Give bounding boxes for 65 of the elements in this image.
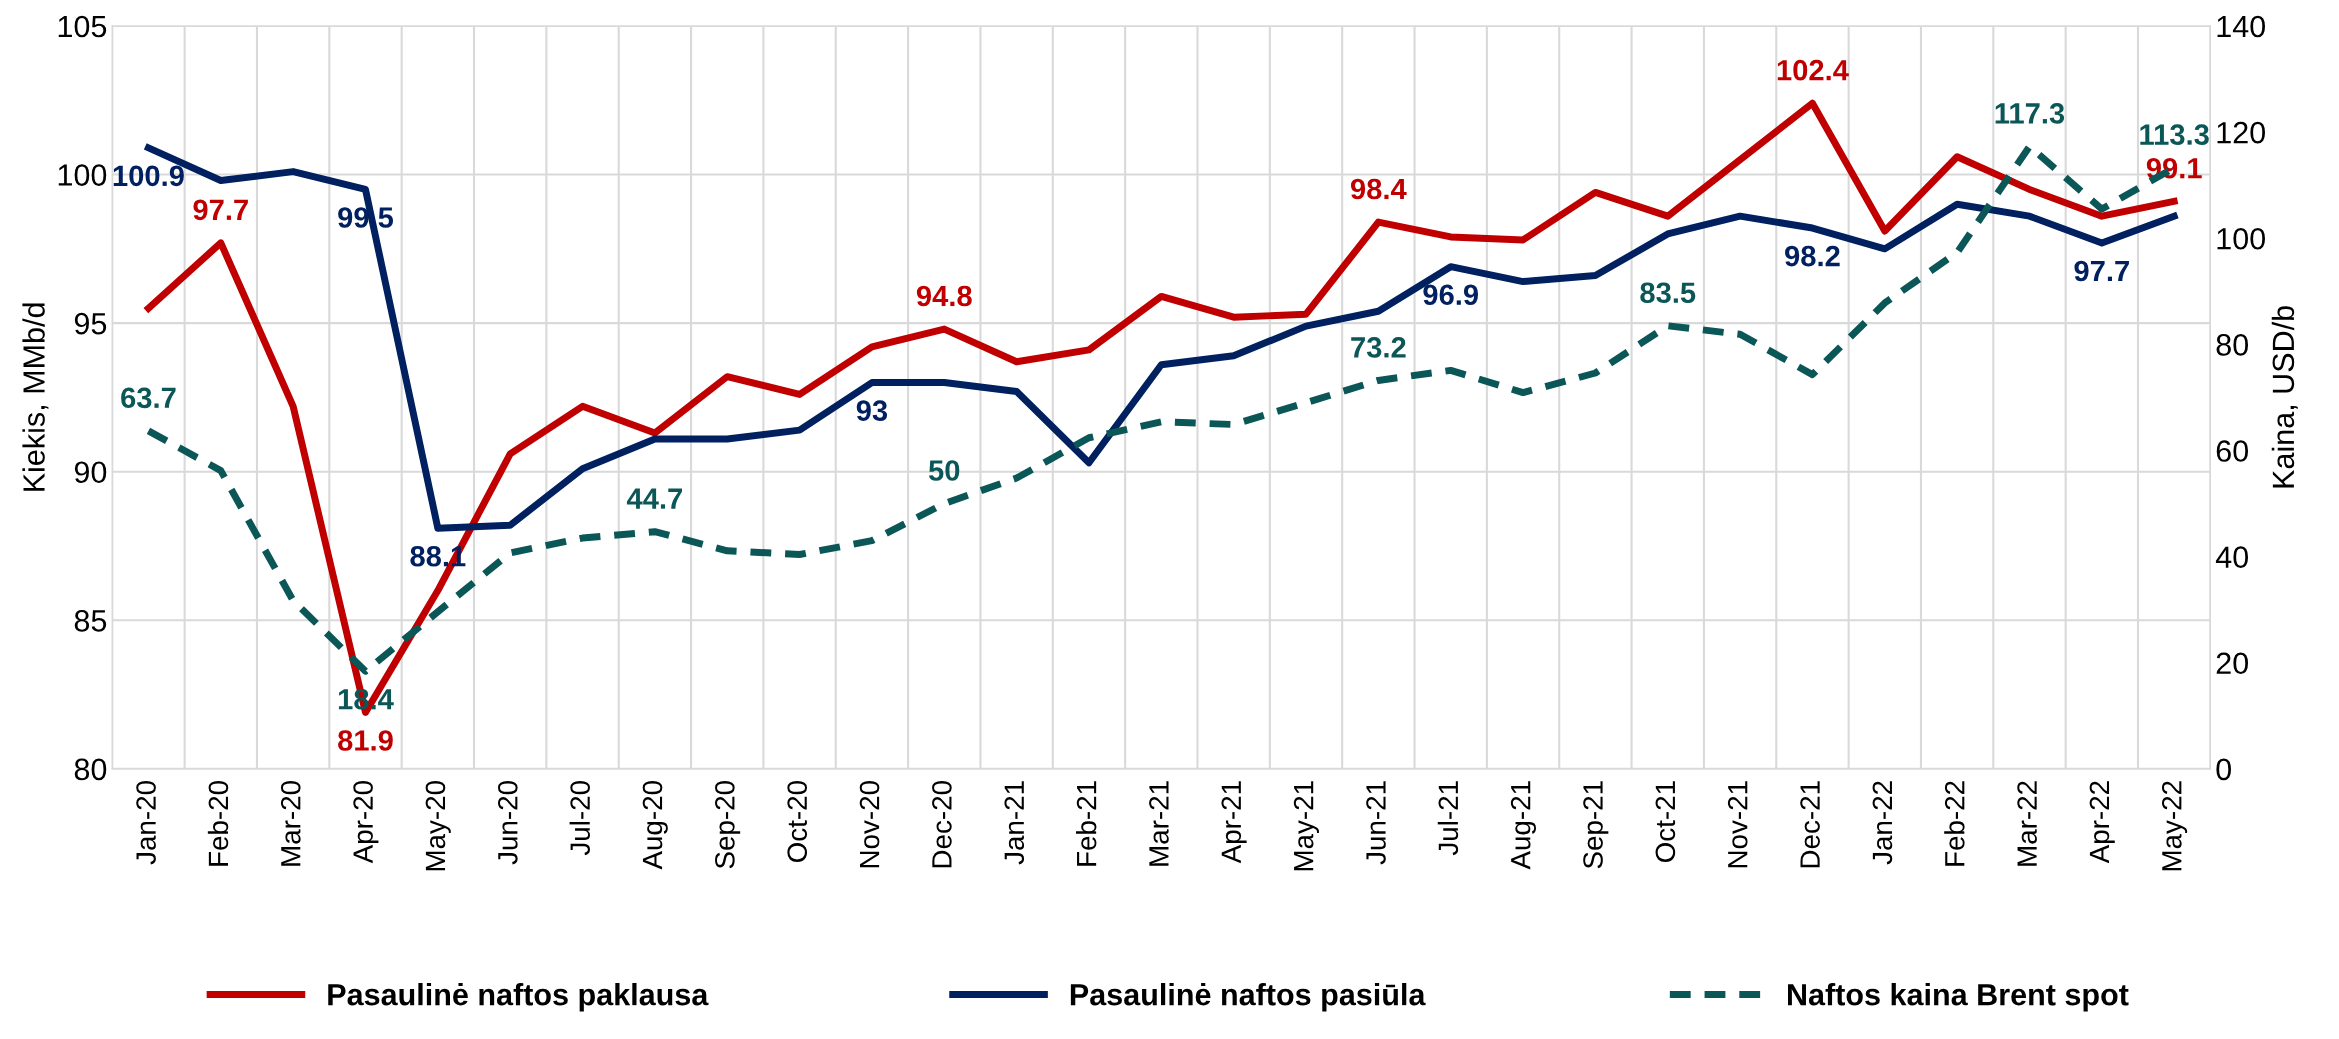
y-tick-label: 95: [74, 312, 107, 335]
x-tick-label: Dec-21: [1800, 781, 1820, 868]
data-label: 97.7: [193, 199, 248, 221]
x-tick-label: Jul-21: [1437, 781, 1459, 856]
x-tick-label: Apr-20: [353, 781, 379, 864]
y-tick-label: 80: [74, 758, 107, 781]
x-tick-label: Feb-20: [207, 781, 229, 866]
x-tick-label: Jun-20: [497, 781, 518, 865]
x-tick-label: Jan-21: [1004, 781, 1025, 865]
y-tick-label: 100: [58, 164, 107, 186]
data-label: 97.7: [2074, 260, 2129, 282]
y2-tick-label: 120: [2217, 121, 2265, 144]
x-tick-label: Nov-21: [1727, 781, 1748, 868]
data-label: 73.2: [1351, 337, 1406, 358]
y2-tick-label: 60: [2216, 440, 2249, 462]
x-tick-label: Oct-21: [1655, 781, 1676, 863]
x-tick-label: Mar-20: [280, 781, 301, 866]
data-label: 117.3: [1995, 103, 2065, 124]
y-tick-label: 105: [58, 15, 107, 38]
data-label: 83.5: [1640, 282, 1696, 304]
x-tick-label: May-20: [425, 781, 451, 871]
x-tick-label: Sep-20: [715, 781, 741, 869]
x-tick-label: Nov-20: [859, 781, 880, 868]
y2-tick-label: 40: [2215, 546, 2249, 568]
data-label: 94.8: [916, 285, 972, 307]
y-tick-label: 90: [74, 461, 107, 484]
y2-axis-title: Kaina, USD/b: [2271, 306, 2298, 488]
data-label: 93: [856, 400, 888, 421]
x-tick-label: Aug-21: [1510, 781, 1536, 870]
data-label: 96.9: [1423, 284, 1479, 306]
y2-tick-label: 140: [2217, 15, 2265, 38]
x-tick-label: May-22: [2161, 781, 2188, 871]
data-label: 50: [928, 460, 960, 481]
x-tick-label: Dec-20: [932, 781, 952, 868]
x-tick-label: Apr-21: [1221, 781, 1247, 864]
legend-label: Pasaulinė naftos paklausa: [328, 983, 709, 1012]
data-label: 113.3: [2140, 124, 2209, 145]
x-tick-label: Jul-20: [569, 781, 590, 856]
x-tick-label: Apr-22: [2089, 781, 2115, 864]
x-tick-label: Mar-21: [1149, 781, 1169, 866]
legend-label: Naftos kaina Brent spot: [1788, 983, 2129, 1012]
data-label: 102.4: [1777, 59, 1849, 81]
y-axis-title: Kiekis, MMb/d: [22, 303, 49, 491]
data-label: 100.9: [113, 165, 184, 187]
x-tick-label: Oct-20: [787, 781, 808, 863]
x-tick-label: Sep-21: [1583, 781, 1609, 869]
x-tick-label: Jan-22: [1872, 781, 1893, 865]
x-tick-label: May-21: [1293, 781, 1319, 871]
data-label: 98.4: [1350, 178, 1407, 200]
y2-tick-label: 100: [2217, 227, 2265, 250]
x-tick-label: Aug-20: [642, 781, 668, 870]
x-tick-label: Feb-21: [1076, 781, 1097, 866]
x-tick-label: Mar-22: [2017, 781, 2037, 866]
y2-tick-label: 80: [2216, 334, 2249, 356]
data-label: 81.9: [338, 730, 393, 751]
x-tick-label: Feb-22: [1944, 781, 1965, 866]
y2-tick-label: 0: [2216, 758, 2232, 781]
y-tick-label: 85: [74, 610, 107, 632]
legend-label: Pasaulinė naftos pasiūla: [1070, 983, 1426, 1012]
x-tick-label: Jun-21: [1366, 781, 1386, 865]
data-label: 44.7: [626, 488, 682, 509]
x-tick-label: Jan-20: [136, 781, 156, 865]
data-label: 98.2: [1785, 245, 1840, 267]
y2-tick-label: 20: [2216, 652, 2249, 675]
data-label: 63.7: [121, 387, 176, 409]
